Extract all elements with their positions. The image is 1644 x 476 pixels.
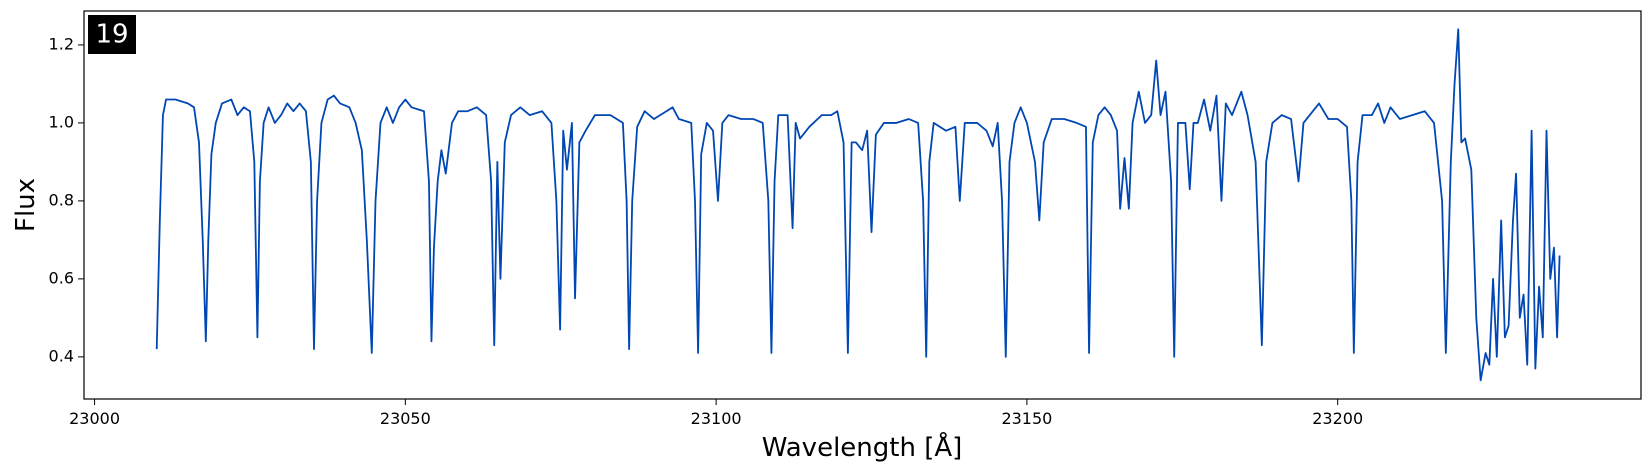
- y-tick-label: 0.8: [49, 190, 74, 209]
- x-tick-label: 23150: [1001, 409, 1052, 428]
- x-tick-label: 23200: [1312, 409, 1363, 428]
- y-tick-label: 0.4: [49, 346, 74, 365]
- y-tick-label: 0.6: [49, 268, 74, 287]
- y-tick-label: 1.2: [49, 34, 74, 53]
- spectrum-line: [155, 28, 1561, 382]
- y-tick-label: 1.0: [49, 112, 74, 131]
- y-axis-label: Flux: [11, 178, 41, 232]
- x-tick-label: 23100: [691, 409, 742, 428]
- x-axis-label: Wavelength [Å]: [762, 431, 963, 463]
- x-tick-label: 23050: [380, 409, 431, 428]
- annotation-box: [88, 15, 136, 54]
- annotation: 19: [95, 20, 128, 50]
- plot-frame: [83, 10, 1642, 400]
- x-tick-label: 23000: [69, 409, 120, 428]
